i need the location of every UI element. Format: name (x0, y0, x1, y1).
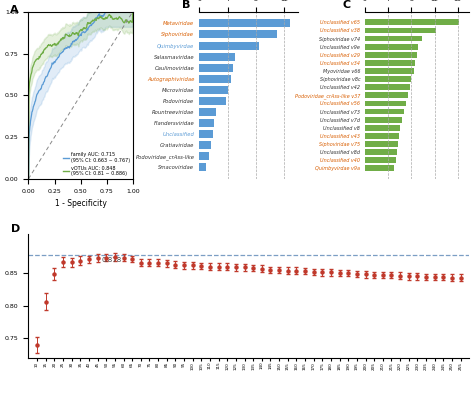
Bar (365, 44, 418, 50)
Bar (365, 76, 411, 82)
X-axis label: 1 - Specificity: 1 - Specificity (55, 199, 107, 208)
Bar (365, 68, 414, 74)
Bar (365, 52, 417, 58)
Bar (200, 31, 277, 39)
Bar (200, 53, 236, 61)
Bar (200, 19, 290, 28)
Bar (200, 130, 213, 138)
Bar (365, 149, 397, 155)
Bar (365, 28, 436, 33)
Legend: family AUC: 0.715
(95% CI: 0.663 ~ 0.767), vOTUs AUC: 0.848
(95% CI: 0.81 ~ 0.88: family AUC: 0.715 (95% CI: 0.663 ~ 0.767… (64, 152, 130, 176)
Bar (200, 64, 233, 72)
Bar (365, 19, 459, 25)
Bar (200, 75, 231, 83)
Bar (200, 119, 214, 127)
Bar (365, 165, 394, 171)
Bar (365, 36, 422, 41)
Bar (365, 101, 406, 107)
Bar (200, 42, 259, 50)
Text: B: B (182, 0, 190, 10)
Text: A: A (9, 5, 18, 15)
Bar (365, 133, 399, 139)
Bar (200, 108, 216, 116)
Bar (365, 125, 401, 131)
Bar (365, 60, 415, 66)
Bar (200, 152, 209, 160)
Bar (365, 84, 410, 90)
Bar (200, 141, 210, 149)
Bar (365, 141, 398, 147)
Bar (200, 163, 206, 171)
Bar (365, 92, 408, 98)
Bar (365, 108, 404, 114)
Bar (365, 157, 396, 163)
Text: C: C (342, 0, 350, 10)
Bar (200, 86, 228, 94)
Bar (365, 117, 402, 123)
Text: 0.878: 0.878 (101, 257, 121, 263)
Text: D: D (11, 224, 20, 234)
Bar (200, 97, 226, 105)
